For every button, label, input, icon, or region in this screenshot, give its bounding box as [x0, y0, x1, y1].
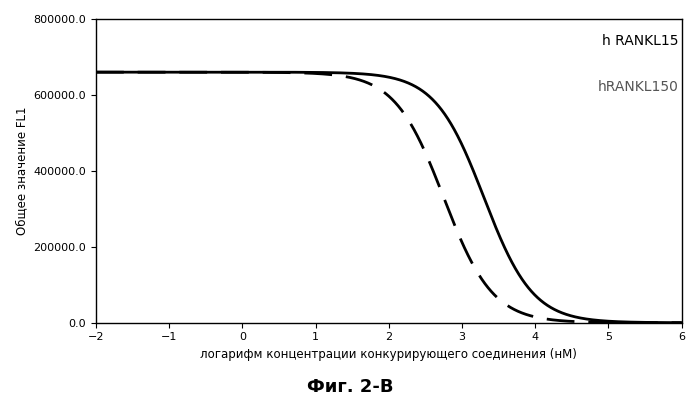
Y-axis label: Общее значение FL1: Общее значение FL1: [15, 107, 28, 235]
Text: hRANKL150: hRANKL150: [598, 80, 678, 94]
Text: h RANKL15: h RANKL15: [602, 34, 678, 48]
X-axis label: логарифм концентрации конкурирующего соединения (нМ): логарифм концентрации конкурирующего сое…: [200, 348, 578, 361]
Text: Фиг. 2-В: Фиг. 2-В: [307, 378, 393, 396]
